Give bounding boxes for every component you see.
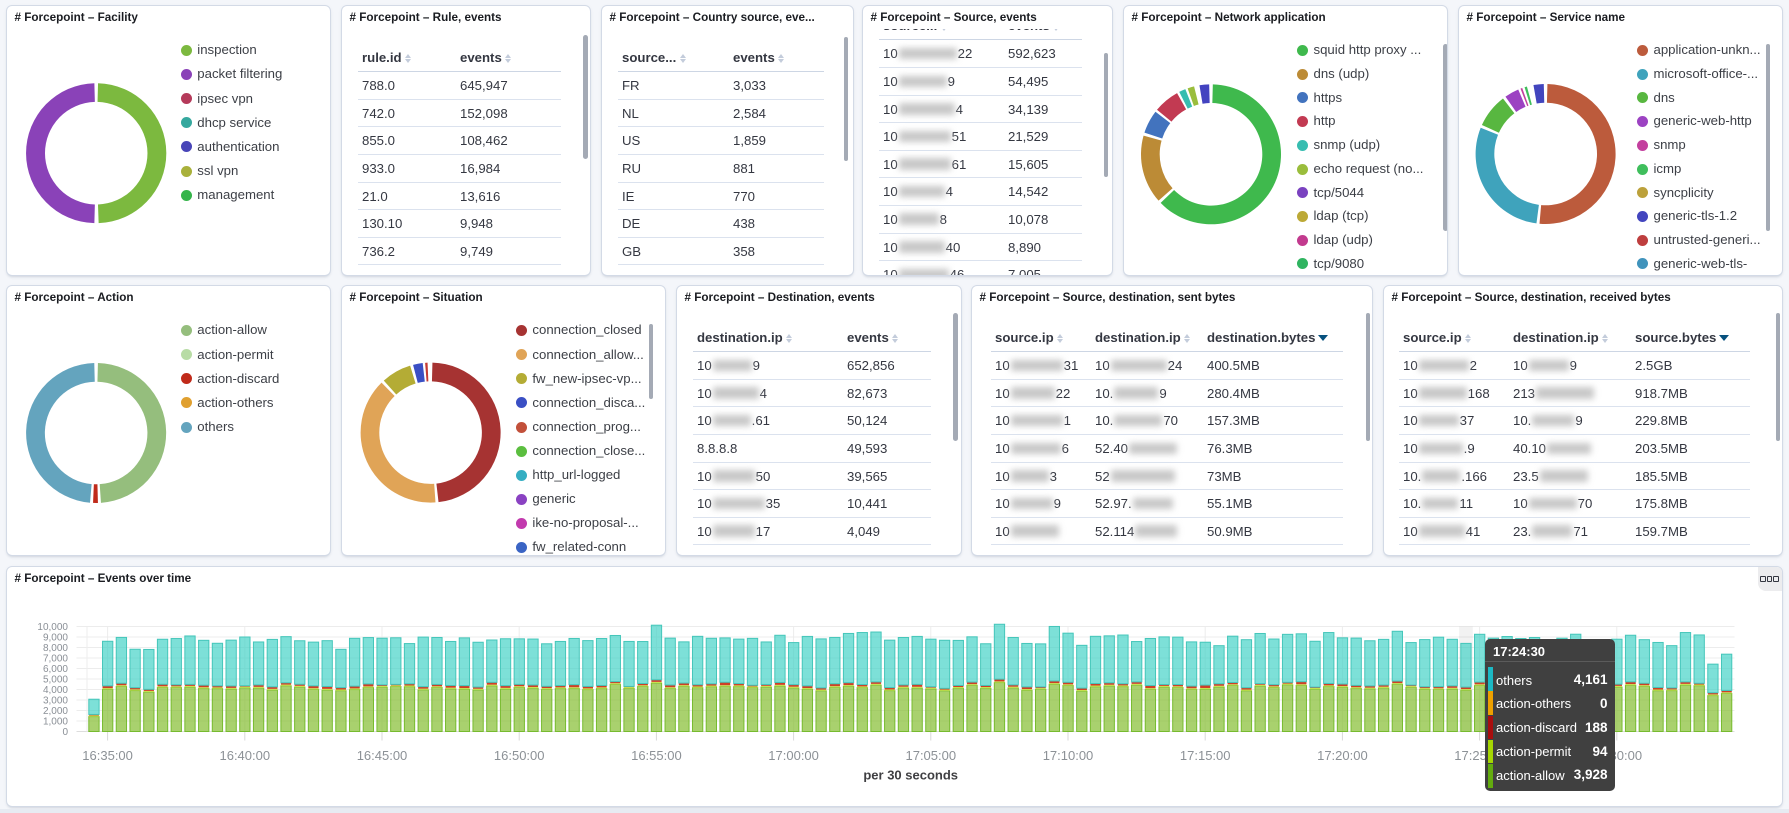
svg-text:1,000: 1,000: [43, 717, 68, 728]
svg-text:10,000: 10,000: [37, 622, 68, 633]
svg-text:16:35:00: 16:35:00: [82, 748, 133, 763]
svg-text:16:40:00: 16:40:00: [219, 748, 270, 763]
svg-text:5,000: 5,000: [43, 675, 68, 686]
svg-text:17:05:00: 17:05:00: [905, 748, 956, 763]
svg-text:8,000: 8,000: [43, 643, 68, 654]
svg-text:3,000: 3,000: [43, 696, 68, 707]
svg-text:17:10:00: 17:10:00: [1043, 748, 1094, 763]
svg-text:17:15:00: 17:15:00: [1180, 748, 1231, 763]
svg-text:16:55:00: 16:55:00: [631, 748, 682, 763]
svg-text:9,000: 9,000: [43, 633, 68, 644]
svg-text:17:00:00: 17:00:00: [768, 748, 819, 763]
svg-text:17:20:00: 17:20:00: [1317, 748, 1368, 763]
svg-text:6,000: 6,000: [43, 664, 68, 675]
svg-text:per 30 seconds: per 30 seconds: [863, 767, 958, 782]
svg-text:16:50:00: 16:50:00: [494, 748, 545, 763]
svg-text:2,000: 2,000: [43, 706, 68, 717]
svg-text:7,000: 7,000: [43, 654, 68, 665]
svg-text:4,000: 4,000: [43, 685, 68, 696]
svg-text:16:45:00: 16:45:00: [357, 748, 408, 763]
svg-text:0: 0: [62, 727, 68, 738]
